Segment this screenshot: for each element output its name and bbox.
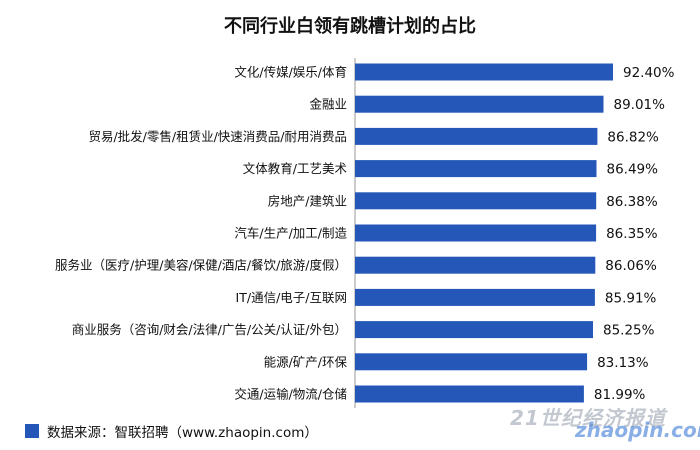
value-label: 86.06%	[605, 258, 657, 274]
value-label: 86.49%	[607, 162, 659, 178]
category-label: 交通/运输/物流/仓储	[234, 387, 347, 402]
category-label: 服务业（医疗/护理/美容/保健/酒店/餐饮/旅游/度假）	[55, 258, 347, 273]
value-label: 85.25%	[603, 323, 655, 339]
bar-10	[355, 353, 588, 371]
value-label: 86.82%	[607, 129, 659, 145]
value-label: 81.99%	[594, 387, 646, 403]
category-label: 能源/矿产/环保	[264, 354, 348, 369]
value-label: 83.13%	[597, 355, 649, 371]
category-label: 金融业	[309, 97, 347, 112]
bar-11	[355, 385, 584, 403]
category-label: 文化/传媒/娱乐/体育	[234, 65, 347, 80]
watermark-logo-sub: zhaopin.com	[575, 418, 700, 442]
value-label: 86.38%	[606, 194, 658, 210]
value-label: 89.01%	[614, 97, 666, 113]
bar-2	[355, 95, 604, 113]
bar-5	[355, 192, 597, 210]
value-label: 86.35%	[606, 226, 658, 242]
bar-8	[355, 288, 595, 306]
bar-1	[355, 63, 613, 81]
bar-9	[355, 321, 593, 339]
source-marker-square	[25, 424, 39, 438]
category-label: 商业服务（咨询/财会/法律/广告/公关/认证/外包）	[72, 322, 347, 337]
bar-7	[355, 256, 596, 274]
category-label: 房地产/建筑业	[268, 193, 347, 208]
bar-3	[355, 127, 598, 145]
value-label: 85.91%	[605, 290, 657, 306]
bar-4	[355, 160, 597, 178]
category-label: 文体教育/工艺美术	[243, 161, 348, 176]
category-label: 汽车/生产/加工/制造	[234, 226, 347, 241]
category-label: IT/通信/电子/互联网	[236, 290, 347, 305]
category-label: 贸易/批发/零售/租赁业/快速消费品/耐用消费品	[88, 129, 347, 144]
value-label: 92.40%	[623, 65, 675, 81]
chart-title: 不同行业白领有跳槽计划的占比	[224, 16, 476, 37]
source-text: 数据来源：智联招聘（www.zhaopin.com）	[47, 425, 318, 441]
watermark-logo: 21世纪经济报道	[510, 406, 666, 430]
bar-6	[355, 224, 597, 242]
data-source-note: 数据来源：智联招聘（www.zhaopin.com）	[25, 421, 318, 441]
